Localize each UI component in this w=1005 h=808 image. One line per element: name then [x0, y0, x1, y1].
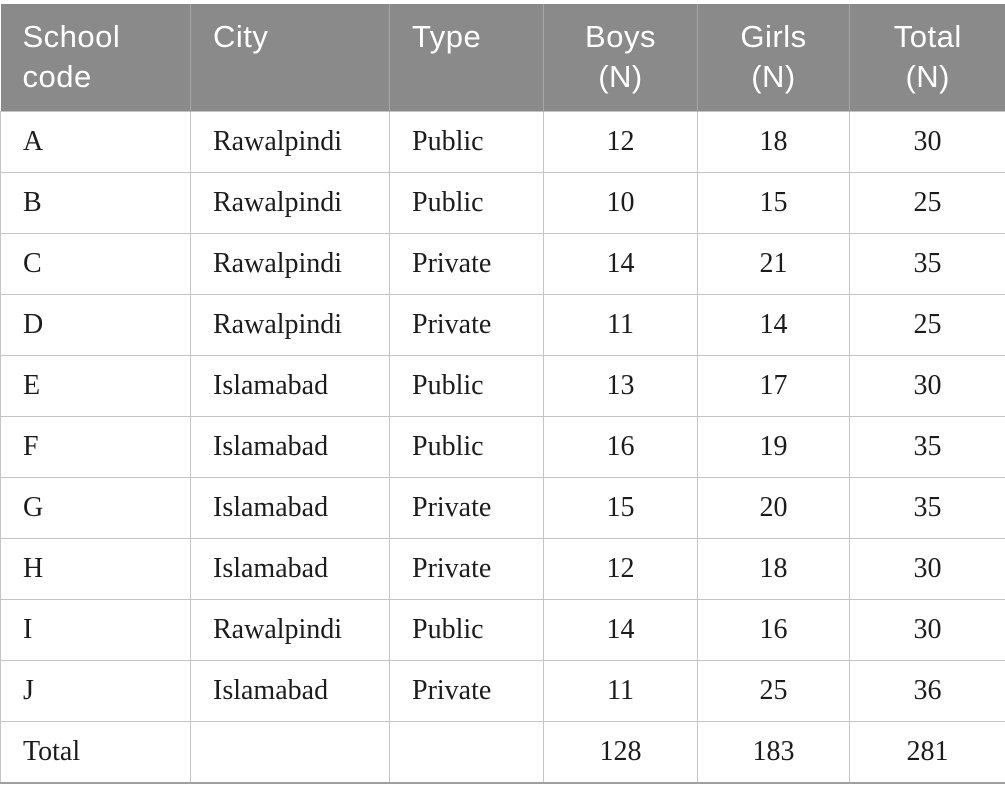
cell-total: 25: [849, 293, 1005, 356]
total-row: Total 128 183 281: [0, 720, 1005, 784]
cell-girls: 25: [697, 659, 850, 722]
cell-total: 35: [849, 415, 1005, 478]
cell-type: Private: [389, 537, 544, 600]
cell-city: Islamabad: [190, 476, 390, 539]
cell-boys: 14: [543, 232, 698, 295]
cell-city: Islamabad: [190, 537, 390, 600]
table-row: J Islamabad Private 11 25 36: [0, 659, 1005, 722]
cell-boys: 11: [543, 293, 698, 356]
cell-boys: 16: [543, 415, 698, 478]
cell-type: Private: [389, 659, 544, 722]
cell-girls: 17: [697, 354, 850, 417]
cell-school-code: J: [0, 659, 191, 722]
cell-type: Public: [389, 110, 544, 173]
column-header-city: City: [190, 4, 390, 111]
cell-type: Public: [389, 171, 544, 234]
cell-boys: 12: [543, 110, 698, 173]
cell-boys: 15: [543, 476, 698, 539]
table-row: B Rawalpindi Public 10 15 25: [0, 171, 1005, 234]
cell-total: 30: [849, 110, 1005, 173]
cell-city: Rawalpindi: [190, 232, 390, 295]
table-body: A Rawalpindi Public 12 18 30 B Rawalpind…: [0, 110, 1005, 784]
cell-type: Public: [389, 598, 544, 661]
cell-school-code: C: [0, 232, 191, 295]
cell-total: 30: [849, 537, 1005, 600]
table-figure: School code City Type Boys (N) Girls (N)…: [0, 4, 1005, 784]
cell-type: Private: [389, 232, 544, 295]
cell-type: Private: [389, 293, 544, 356]
cell-grand-total: 281: [849, 720, 1005, 784]
cell-school-code: F: [0, 415, 191, 478]
cell-girls: 14: [697, 293, 850, 356]
cell-school-code: D: [0, 293, 191, 356]
cell-boys: 14: [543, 598, 698, 661]
cell-girls: 19: [697, 415, 850, 478]
cell-boys: 13: [543, 354, 698, 417]
cell-girls: 18: [697, 110, 850, 173]
cell-boys-total: 128: [543, 720, 698, 784]
cell-school-code: E: [0, 354, 191, 417]
cell-total: 35: [849, 232, 1005, 295]
cell-school-code: A: [0, 110, 191, 173]
cell-total: 30: [849, 354, 1005, 417]
cell-city: Rawalpindi: [190, 293, 390, 356]
table-row: G Islamabad Private 15 20 35: [0, 476, 1005, 539]
cell-total: 25: [849, 171, 1005, 234]
cell-city: Rawalpindi: [190, 110, 390, 173]
table-row: A Rawalpindi Public 12 18 30: [0, 110, 1005, 173]
table-row: I Rawalpindi Public 14 16 30: [0, 598, 1005, 661]
table-row: E Islamabad Public 13 17 30: [0, 354, 1005, 417]
table-row: F Islamabad Public 16 19 35: [0, 415, 1005, 478]
header-row: School code City Type Boys (N) Girls (N)…: [0, 4, 1005, 111]
cell-total: 30: [849, 598, 1005, 661]
cell-girls: 15: [697, 171, 850, 234]
cell-boys: 11: [543, 659, 698, 722]
cell-city: Islamabad: [190, 415, 390, 478]
cell-boys: 12: [543, 537, 698, 600]
cell-type: Public: [389, 415, 544, 478]
cell-total-label: Total: [0, 720, 191, 784]
cell-girls: 20: [697, 476, 850, 539]
table-row: C Rawalpindi Private 14 21 35: [0, 232, 1005, 295]
cell-school-code: I: [0, 598, 191, 661]
cell-girls: 16: [697, 598, 850, 661]
column-header-school-code: School code: [0, 4, 191, 111]
cell-school-code: G: [0, 476, 191, 539]
cell-type-empty: [389, 720, 544, 784]
column-header-girls: Girls (N): [697, 4, 850, 111]
table-row: D Rawalpindi Private 11 14 25: [0, 293, 1005, 356]
cell-city: Rawalpindi: [190, 598, 390, 661]
cell-school-code: H: [0, 537, 191, 600]
cell-girls-total: 183: [697, 720, 850, 784]
table-header: School code City Type Boys (N) Girls (N)…: [0, 4, 1005, 111]
column-header-boys: Boys (N): [543, 4, 698, 111]
cell-city-empty: [190, 720, 390, 784]
cell-total: 36: [849, 659, 1005, 722]
column-header-total: Total (N): [849, 4, 1005, 111]
cell-city: Islamabad: [190, 659, 390, 722]
table-row: H Islamabad Private 12 18 30: [0, 537, 1005, 600]
cell-girls: 21: [697, 232, 850, 295]
school-enrollment-table: School code City Type Boys (N) Girls (N)…: [0, 4, 1005, 784]
cell-total: 35: [849, 476, 1005, 539]
cell-boys: 10: [543, 171, 698, 234]
cell-girls: 18: [697, 537, 850, 600]
cell-type: Public: [389, 354, 544, 417]
cell-city: Islamabad: [190, 354, 390, 417]
cell-type: Private: [389, 476, 544, 539]
cell-city: Rawalpindi: [190, 171, 390, 234]
cell-school-code: B: [0, 171, 191, 234]
column-header-type: Type: [389, 4, 544, 111]
